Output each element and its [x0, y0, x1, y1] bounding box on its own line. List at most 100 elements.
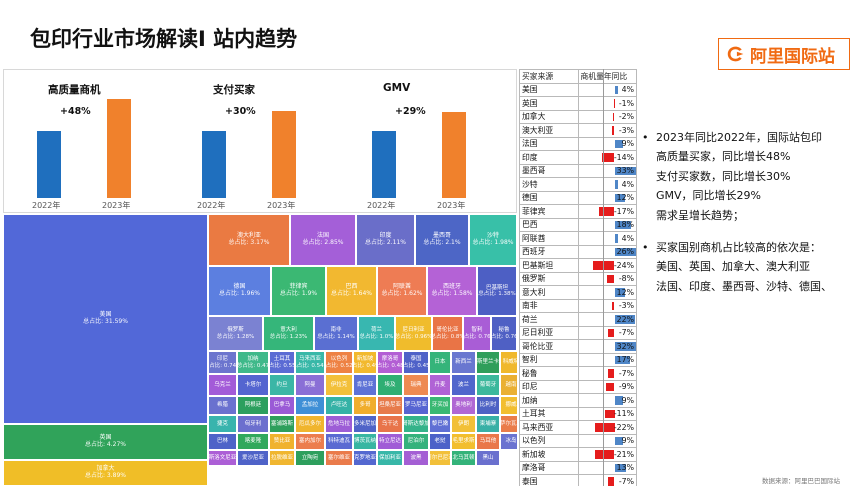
logo-text: 阿里国际站: [750, 46, 835, 67]
bar-2022: [372, 131, 396, 198]
row-yoy: 12%: [577, 285, 637, 300]
row-yoy-label: 17%: [616, 355, 634, 365]
treemap-tile: 秘鲁总占比: 0.76%: [491, 316, 517, 351]
row-yoy: 17%: [577, 352, 637, 367]
table-row: 南非 -3%: [519, 298, 637, 313]
tile-country: 希腊: [216, 402, 228, 409]
row-yoy: 13%: [577, 460, 637, 475]
data-bar: [614, 315, 635, 324]
tile-share: 总占比: 0.8%: [432, 333, 463, 340]
tile-country: 捷克: [216, 420, 228, 427]
tile-country: 巴拿马: [273, 402, 291, 409]
row-country: 德国: [519, 190, 579, 205]
yoy-table: 买家来源 商机量年同比 美国4%英国-1%加拿大-2%澳大利亚-3%法国9%印度…: [519, 69, 637, 486]
tile-share: 总占比: 3.89%: [85, 472, 126, 479]
data-bar: [595, 450, 615, 459]
row-yoy-label: 32%: [616, 341, 634, 351]
treemap-tile: 拉脱维亚: [269, 450, 295, 466]
treemap-tile: 新加坡总占比: 0.49%: [353, 351, 377, 374]
treemap-tile: 厄瓜多尔: [295, 415, 325, 433]
treemap-tile: 匈牙利: [237, 415, 269, 433]
data-bar: [614, 85, 619, 94]
tile-country: 匈牙利: [244, 420, 262, 427]
treemap-tile: 克罗地亚: [353, 450, 377, 466]
row-country: 以色列: [519, 433, 579, 448]
tile-country: 乌克兰: [214, 381, 231, 388]
tile-country: 尼泊尔: [407, 438, 425, 445]
row-yoy: -7%: [577, 325, 637, 340]
treemap-tile: 德国 总占比: 1.96%: [208, 266, 271, 316]
tile-share: 总占比: 0.52%: [325, 362, 353, 369]
treemap-tile: 北马其顿: [451, 450, 476, 466]
data-bar: [614, 180, 619, 189]
tile-share: 总占比: 0.48%: [377, 362, 402, 369]
table-row: 泰国 -7%: [519, 474, 637, 486]
note-line: 2023年同比2022年，国际站包印: [656, 131, 822, 144]
treemap-tile: 柬埔寨: [476, 415, 500, 433]
growth-label: +30%: [225, 106, 256, 117]
tile-share: 总占比: 4.27%: [85, 441, 126, 448]
row-country: 阿联酋: [519, 231, 579, 246]
tile-country: 厄瓜多尔: [298, 420, 321, 427]
treemap-tile: 沙特 总占比: 1.98%: [469, 214, 517, 266]
data-bar: [614, 342, 636, 351]
tile-country: 老挝: [434, 438, 446, 445]
treemap-tile: 波黑: [403, 450, 429, 466]
tile-country: 马来西亚: [298, 356, 321, 363]
tile-country: 泰国: [410, 356, 422, 363]
x-tick-label: 2022年: [197, 201, 226, 210]
row-yoy: -1%: [577, 96, 637, 111]
tile-country: 孟加拉: [301, 402, 319, 409]
row-yoy-label: -11%: [613, 409, 634, 419]
tile-country: 埃及: [384, 381, 396, 388]
treemap-tile: 澳大利亚 总占比: 3.17%: [208, 214, 290, 266]
tile-share: 总占比: 0.76%: [491, 333, 516, 340]
tile-country: 危地马拉: [327, 420, 350, 427]
row-yoy: -21%: [577, 447, 637, 462]
tile-share: 总占比: 1.98%: [472, 239, 514, 246]
tile-share: 总占比: 1.96%: [219, 290, 260, 297]
row-yoy-label: -1%: [618, 98, 634, 108]
row-yoy-label: -7%: [618, 368, 634, 378]
treemap-tile: 冰岛: [500, 433, 517, 450]
note-line: GMV，同比增长29%: [656, 189, 761, 203]
note-line: 买家国别商机占比较高的依次是：: [656, 241, 821, 255]
table-body: 美国 4% 英国 -1% 加拿大 -2% 澳大利亚 -3% 法国 9% 印度 -14% 墨西哥 33% 沙特…: [519, 82, 637, 486]
tile-country: 拉脱维亚: [270, 454, 293, 461]
tile-country: 丹麦: [434, 381, 446, 388]
tile-country: 坦桑尼亚: [378, 402, 401, 409]
treemap-tile: 黑山: [476, 450, 500, 466]
row-yoy: -3%: [577, 123, 637, 138]
treemap-tile: 罗马尼亚: [403, 396, 429, 415]
table-row: 澳大利亚 -3%: [519, 123, 637, 138]
tile-country: 荷兰: [370, 327, 382, 334]
row-yoy: -9%: [577, 379, 637, 394]
treemap-tile: 斯里兰卡: [476, 351, 500, 374]
tile-country: 克罗地亚: [354, 454, 377, 461]
treemap-tile: 爱沙尼亚: [237, 450, 269, 466]
tile-country: 牙买加: [431, 402, 449, 409]
tile-country: 以色列: [330, 356, 348, 363]
treemap-tile: 波兰: [451, 374, 476, 396]
treemap-tile: 巴西 总占比: 1.64%: [326, 266, 377, 316]
treemap-tile: 马来西亚总占比: 0.54%: [295, 351, 325, 374]
tile-country: 加拿大: [96, 465, 115, 473]
treemap-tile: 比利时: [476, 396, 500, 415]
tile-country: 法国: [316, 232, 329, 240]
table-row: 马来西亚 -22%: [519, 420, 637, 435]
tile-country: 新西兰: [455, 359, 472, 366]
row-country: 西班牙: [519, 244, 579, 259]
x-tick-label: 2023年: [267, 201, 296, 210]
tile-share: 总占比: 3.17%: [228, 239, 270, 246]
row-yoy: -22%: [577, 420, 637, 435]
data-bar: [594, 423, 615, 432]
row-yoy-label: 4%: [621, 179, 634, 189]
table-row: 巴西 18%: [519, 217, 637, 232]
row-yoy: -17%: [577, 204, 637, 219]
row-country: 土耳其: [519, 406, 579, 421]
row-country: 澳大利亚: [519, 123, 579, 138]
tile-share: 总占比: 2.85%: [302, 239, 344, 246]
row-country: 加纳: [519, 393, 579, 408]
treemap-tile: 尼日利亚 总占比: 0.96%: [395, 316, 432, 351]
table-row: 阿联酋 4%: [519, 231, 637, 246]
